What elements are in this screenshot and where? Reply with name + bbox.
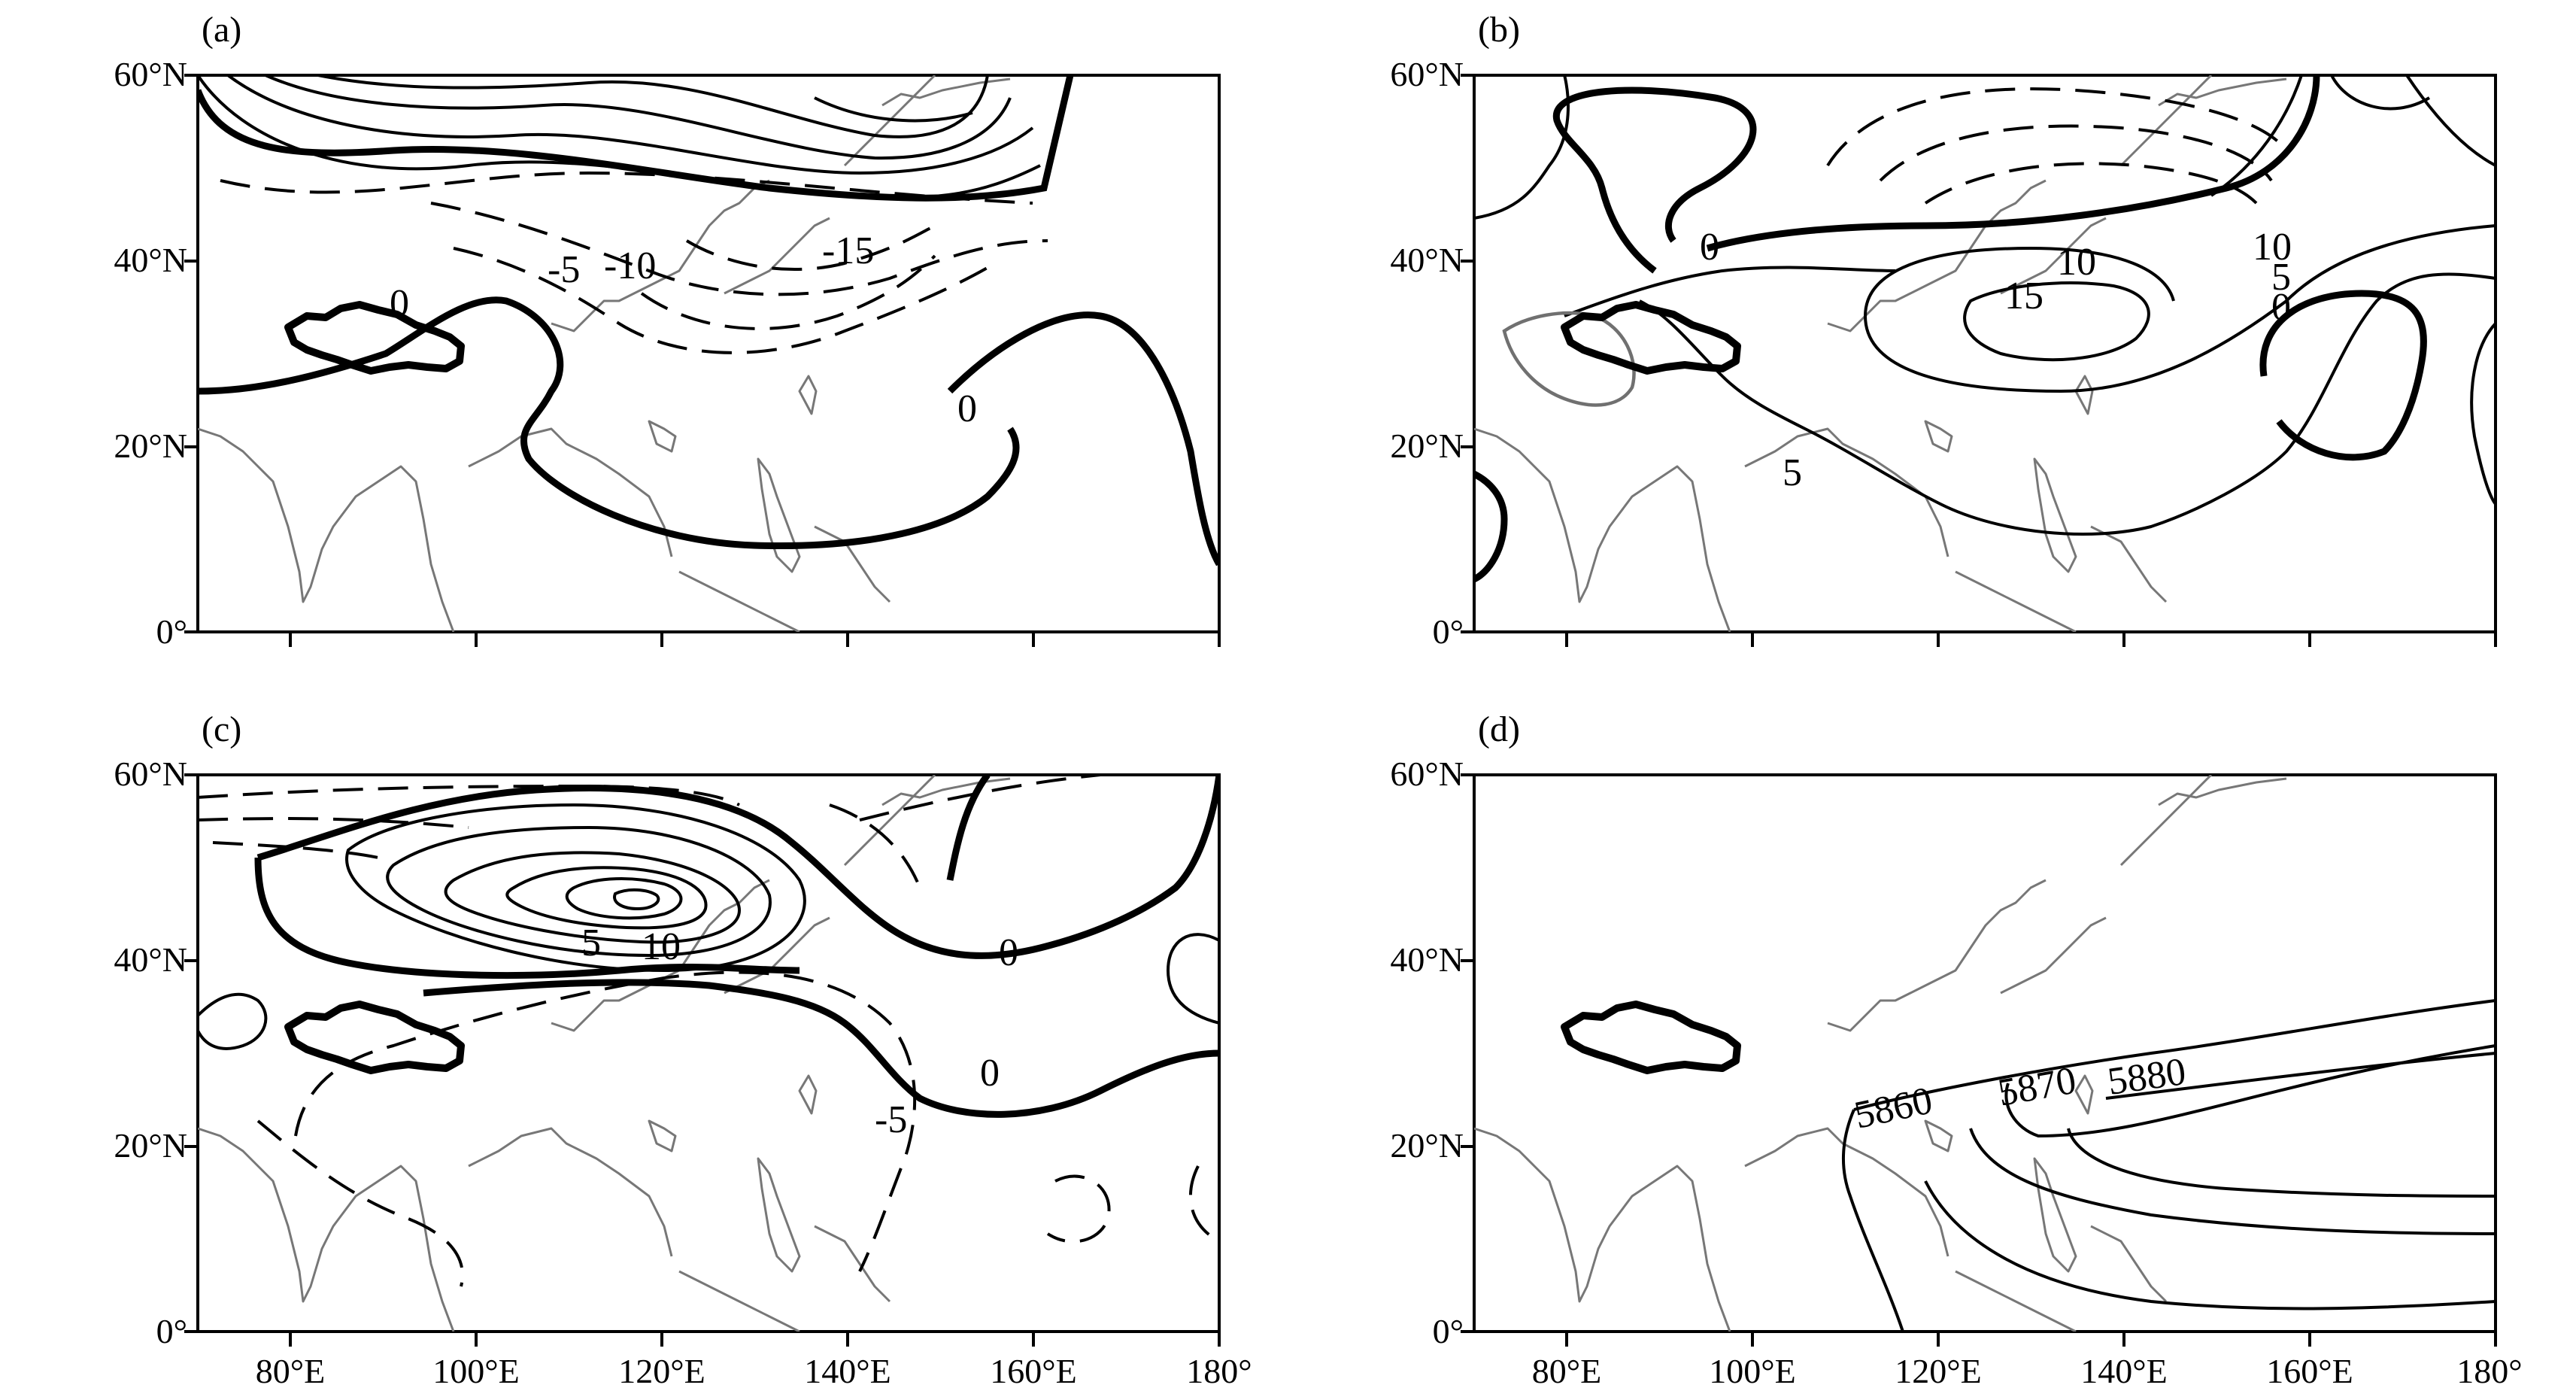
y-tick-label: 60°N (114, 755, 187, 793)
panel-b: 0 10 15 10 5 0 5 60°N 40°N 20°N 0° (b) (1390, 10, 2497, 651)
contour-label: 0 (999, 931, 1018, 974)
contour-label: -15 (822, 229, 874, 272)
y-tick-label: 0° (156, 1312, 187, 1350)
panel-label: (a) (202, 10, 241, 50)
panel-b-contour-labels: 0 10 15 10 5 0 5 (1700, 226, 2292, 494)
x-tick-label: 140°E (804, 1352, 891, 1390)
contour-label: 0 (980, 1052, 1000, 1095)
y-tick-label: 20°N (1390, 1126, 1464, 1165)
y-tick-label: 40°N (114, 241, 187, 279)
contour-label: 0 (957, 387, 977, 430)
contour-label: 0 (390, 282, 409, 325)
y-tick-label: 0° (1433, 1312, 1464, 1350)
y-tick-label: 20°N (114, 1126, 187, 1165)
x-tick-label: 160°E (990, 1352, 1077, 1390)
panel-d-x-axis: 80°E 100°E 120°E 140°E 160°E 180° (1532, 1352, 2523, 1390)
panel-b-y-axis: 60°N 40°N 20°N 0° (1390, 55, 1464, 651)
contour-label: 0 (1700, 226, 1719, 269)
panel-label: (b) (1478, 10, 1520, 50)
x-tick-label: 180° (2456, 1352, 2522, 1390)
panel-d: 5860 5870 5880 60°N 40°N 20°N 0° 80°E 10… (1390, 709, 2522, 1390)
panel-b-ticks (1461, 74, 2497, 647)
y-tick-label: 0° (156, 612, 187, 651)
panel-c-y-axis: 60°N 40°N 20°N 0° (114, 755, 187, 1350)
y-tick-label: 60°N (1390, 755, 1464, 793)
x-tick-label: 100°E (432, 1352, 520, 1390)
x-tick-label: 120°E (618, 1352, 705, 1390)
contour-label: 5 (581, 922, 601, 964)
x-tick-label: 80°E (1532, 1352, 1602, 1390)
x-tick-label: 160°E (2266, 1352, 2353, 1390)
contour-label: 0 (2271, 286, 2291, 329)
contour-label: 5 (2271, 256, 2291, 299)
panel-d-ticks (1461, 773, 2497, 1347)
panel-c-x-axis: 80°E 100°E 120°E 140°E 160°E 180° (256, 1352, 1252, 1390)
panel-c-ticks (184, 773, 1221, 1347)
panel-c: 5 10 0 0 -5 60°N 40°N 20°N 0° 80°E 100°E… (114, 709, 1252, 1390)
contour-label: 15 (2004, 275, 2044, 317)
x-tick-label: 180° (1186, 1352, 1252, 1390)
x-tick-label: 120°E (1895, 1352, 1982, 1390)
panel-a-ticks (184, 74, 1221, 647)
y-tick-label: 20°N (114, 427, 187, 465)
panel-c-contour-labels: 5 10 0 0 -5 (581, 922, 1018, 1141)
x-tick-label: 140°E (2080, 1352, 2168, 1390)
panel-d-y-axis: 60°N 40°N 20°N 0° (1390, 755, 1464, 1350)
x-tick-label: 100°E (1709, 1352, 1796, 1390)
panel-a-contour-labels: -5 -10 -15 0 0 (390, 229, 977, 430)
contour-label: -5 (548, 248, 580, 291)
panel-a: -5 -10 -15 0 0 60°N 40°N 20°N 0° (a) (114, 10, 1221, 651)
y-tick-label: 40°N (1390, 241, 1464, 279)
y-tick-label: 0° (1433, 612, 1464, 651)
x-tick-label: 80°E (256, 1352, 326, 1390)
panel-label: (c) (202, 709, 241, 749)
contour-label: -5 (875, 1098, 907, 1141)
panel-label: (d) (1478, 709, 1520, 749)
contour-label: -10 (604, 244, 656, 287)
y-tick-label: 20°N (1390, 427, 1464, 465)
contour-label: 10 (2057, 241, 2096, 284)
contour-label: 10 (642, 925, 681, 968)
y-tick-label: 60°N (1390, 55, 1464, 93)
y-tick-label: 40°N (1390, 940, 1464, 979)
contour-label: 5 (1783, 451, 1802, 494)
panel-a-y-axis: 60°N 40°N 20°N 0° (114, 55, 187, 651)
contour-label: 10 (2253, 226, 2292, 269)
y-tick-label: 60°N (114, 55, 187, 93)
y-tick-label: 40°N (114, 940, 187, 979)
